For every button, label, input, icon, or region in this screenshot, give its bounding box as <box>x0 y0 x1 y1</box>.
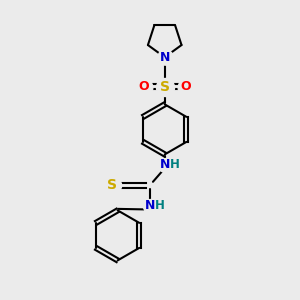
Text: O: O <box>138 80 149 93</box>
Text: H: H <box>170 158 180 171</box>
Text: O: O <box>181 80 191 93</box>
Text: S: S <box>107 178 117 192</box>
Text: H: H <box>155 200 165 212</box>
Text: N: N <box>160 51 170 64</box>
Text: N: N <box>160 158 170 171</box>
Text: N: N <box>145 200 155 212</box>
Text: S: S <box>160 80 170 94</box>
